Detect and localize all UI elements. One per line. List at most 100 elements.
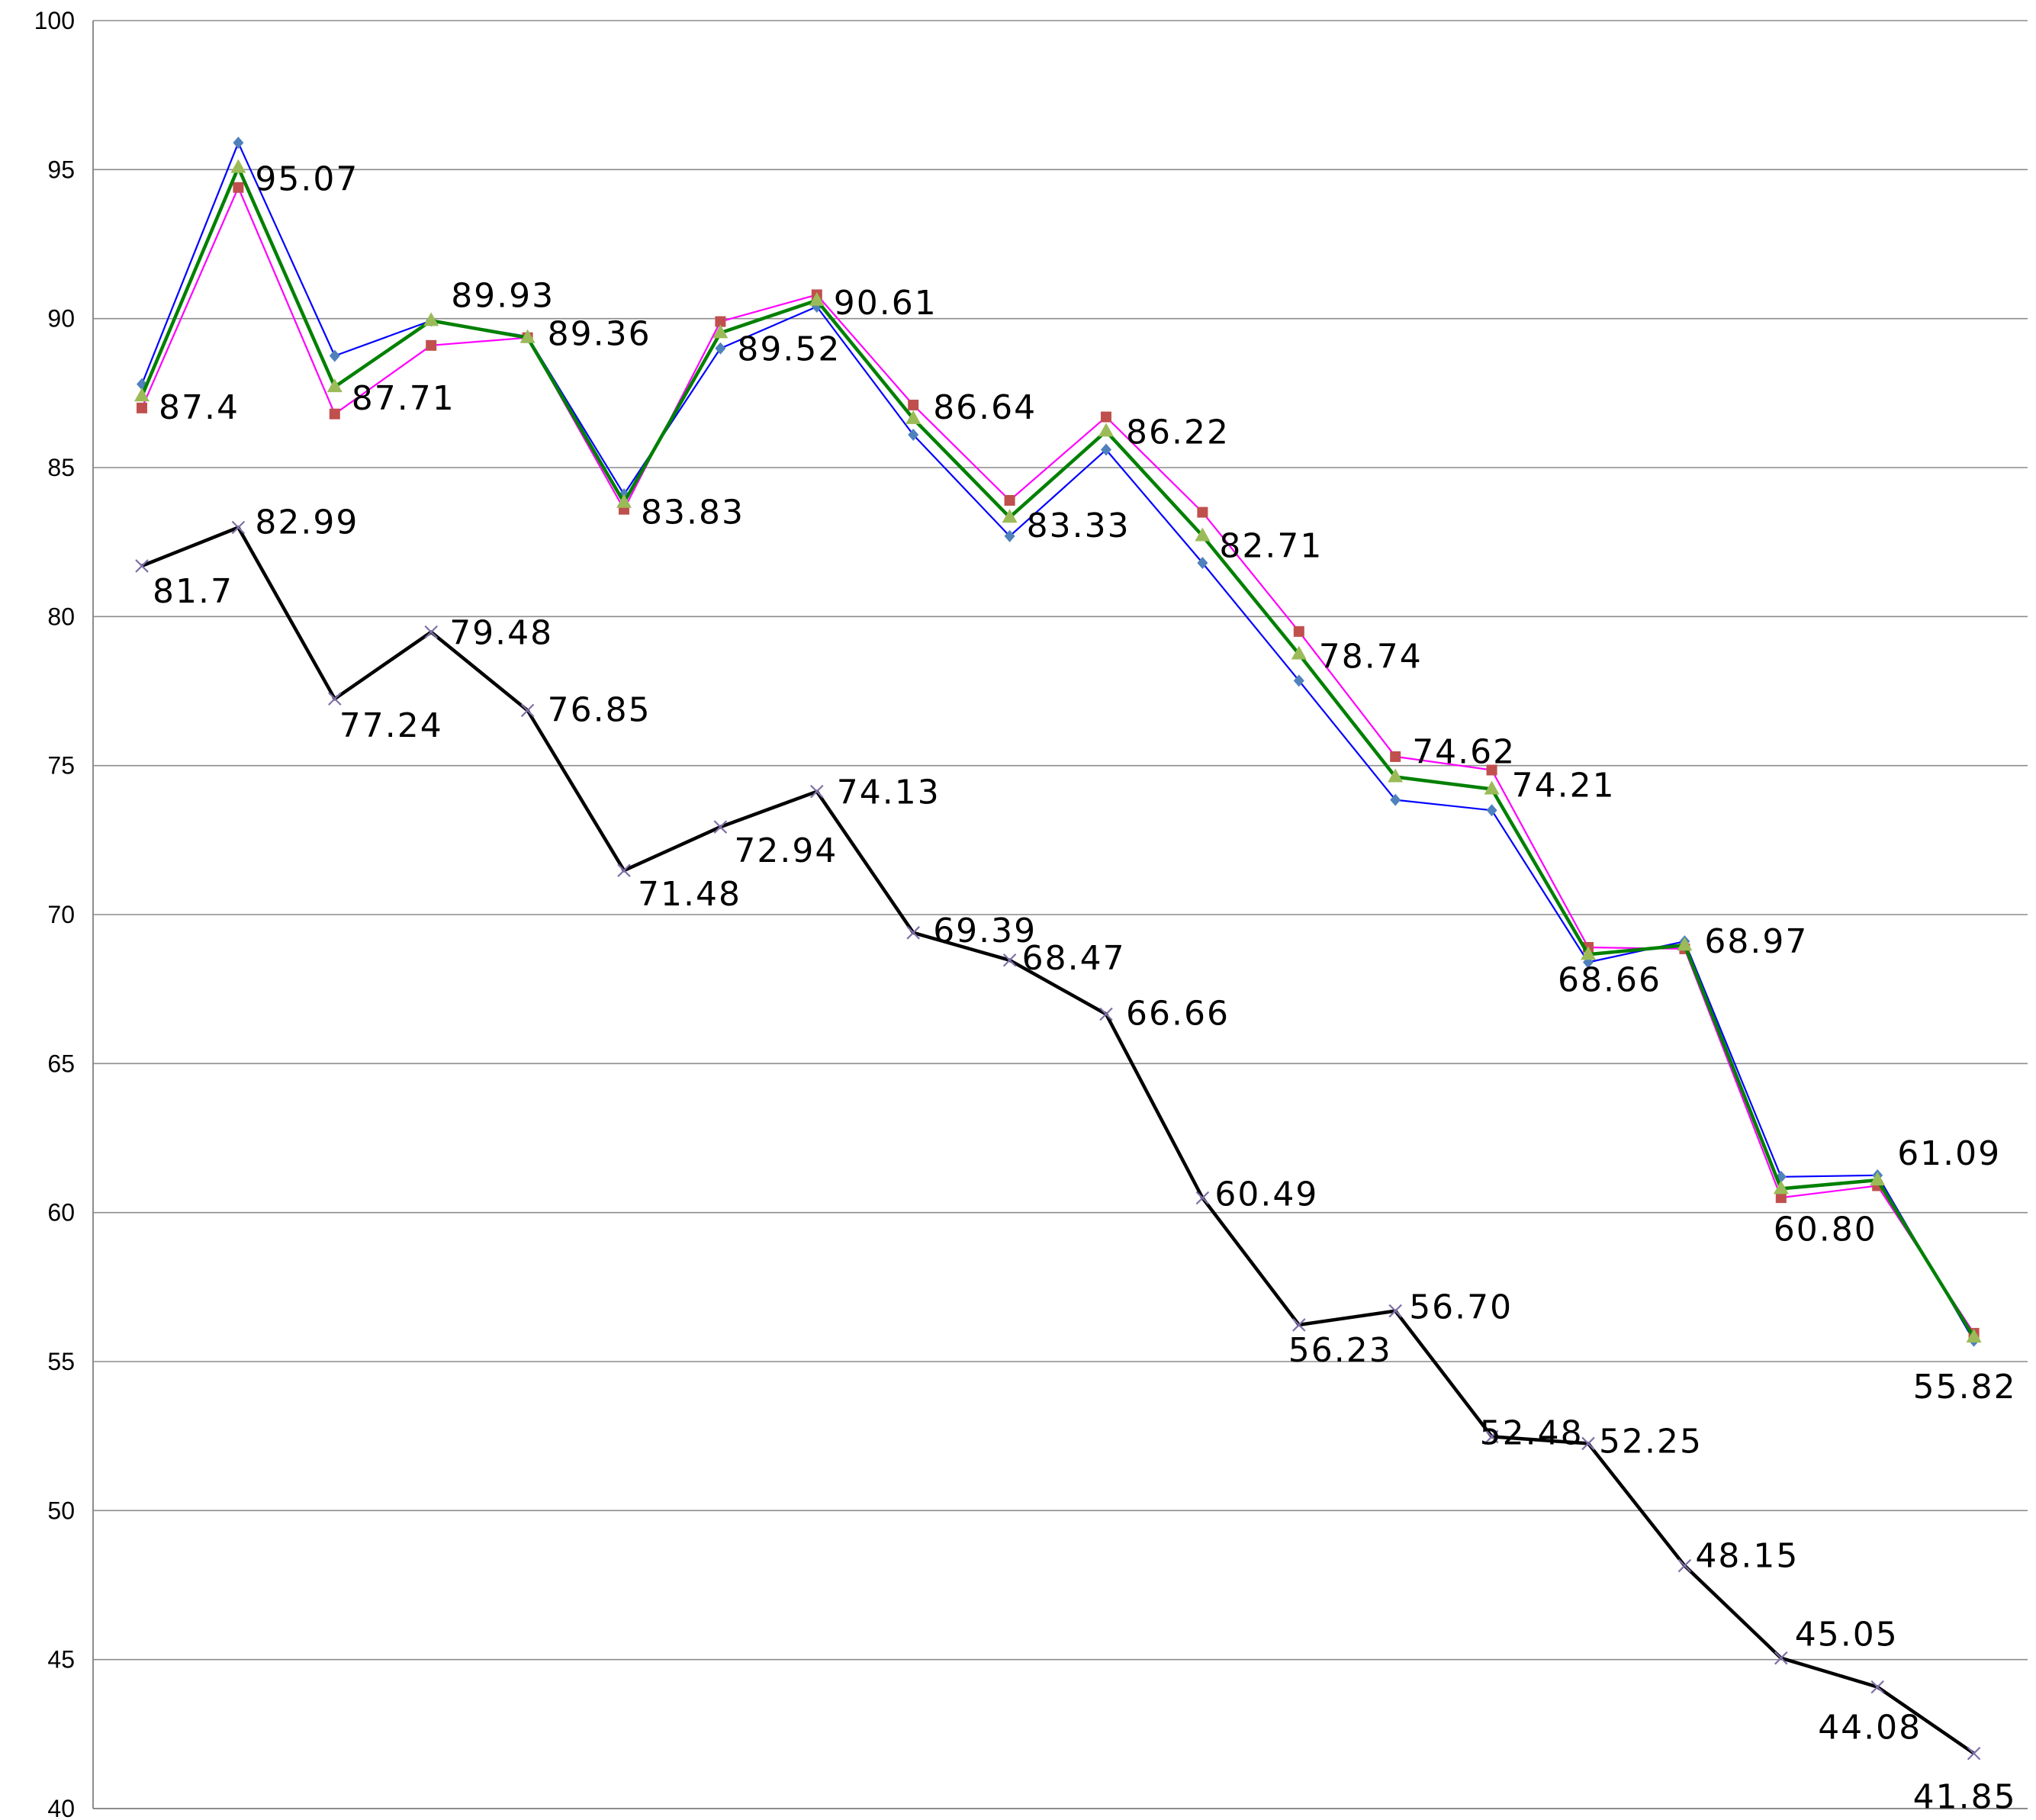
data-point <box>231 520 246 535</box>
data-point <box>1677 937 1693 951</box>
data-label: 61.09 <box>1897 1134 2001 1173</box>
data-label: 79.48 <box>449 614 553 653</box>
y-tick-label: 80 <box>47 603 75 630</box>
data-point <box>134 387 150 402</box>
data-point <box>715 316 726 327</box>
data-label: 87.71 <box>352 379 455 418</box>
series-line-black <box>141 526 1975 1755</box>
data-point <box>1773 1180 1789 1195</box>
data-point <box>1197 557 1208 570</box>
data-label: 77.24 <box>339 706 443 745</box>
data-point <box>1390 793 1401 806</box>
data-label: 72.94 <box>734 831 838 870</box>
data-point <box>326 378 343 393</box>
y-tick-label: 75 <box>47 752 75 780</box>
data-point <box>1581 946 1596 960</box>
y-tick-label: 65 <box>47 1050 75 1077</box>
series-green <box>134 159 1982 1342</box>
series-black <box>135 520 1981 1761</box>
data-point <box>1293 625 1304 637</box>
data-point <box>1292 1318 1306 1332</box>
data-point <box>908 399 919 410</box>
data-point <box>1484 1429 1499 1444</box>
data-label: 86.22 <box>1126 413 1230 452</box>
data-point <box>1486 804 1497 817</box>
data-label: 90.61 <box>834 284 938 323</box>
data-point <box>520 703 535 718</box>
y-tick-label: 70 <box>47 901 75 928</box>
data-label: 52.25 <box>1599 1422 1703 1461</box>
data-point <box>1004 529 1015 542</box>
data-label: 74.62 <box>1412 733 1516 772</box>
data-point <box>715 342 726 355</box>
data-label: 68.66 <box>1558 960 1661 999</box>
data-point <box>713 820 728 834</box>
data-label: 83.83 <box>641 494 745 532</box>
data-label: 82.99 <box>255 503 359 542</box>
data-label: 86.64 <box>933 388 1037 427</box>
data-label: 55.82 <box>1913 1368 2017 1407</box>
data-point <box>1390 751 1401 762</box>
data-label: 68.47 <box>1022 939 1126 978</box>
data-point <box>1002 509 1018 523</box>
data-point <box>905 410 922 424</box>
data-point <box>1293 674 1304 687</box>
y-tick-label: 100 <box>34 7 75 34</box>
y-tick-label: 85 <box>47 454 75 481</box>
y-tick-label: 45 <box>47 1646 75 1674</box>
y-tick-label: 60 <box>47 1199 75 1227</box>
data-label: 66.66 <box>1126 994 1230 1033</box>
series-line-magenta <box>140 186 1975 1334</box>
data-label: 44.08 <box>1818 1709 1922 1748</box>
data-point <box>519 329 536 343</box>
data-point <box>1774 1651 1788 1665</box>
data-point <box>1101 443 1111 456</box>
data-point <box>1966 1328 1982 1342</box>
data-label: 69.39 <box>933 912 1037 950</box>
data-point <box>1004 494 1015 506</box>
data-point <box>1484 780 1500 795</box>
data-point <box>617 863 631 877</box>
series-line-green <box>140 166 1976 1339</box>
data-label: 45.05 <box>1795 1616 1899 1654</box>
data-label: 71.48 <box>638 875 741 914</box>
data-point <box>712 324 729 339</box>
data-point <box>1197 506 1208 518</box>
data-label: 87.4 <box>159 388 240 427</box>
data-point <box>1195 1191 1210 1205</box>
data-point <box>906 926 920 940</box>
data-label: 89.93 <box>451 276 555 315</box>
data-point <box>328 692 342 706</box>
data-point <box>1677 1558 1692 1573</box>
data-point <box>423 312 439 326</box>
y-tick-label: 50 <box>47 1497 75 1524</box>
data-point <box>810 784 824 799</box>
data-point <box>1195 527 1211 542</box>
data-point <box>1098 423 1114 437</box>
data-label: 56.70 <box>1409 1288 1513 1327</box>
data-point <box>329 408 340 420</box>
data-point <box>1388 1304 1402 1318</box>
data-point <box>329 349 340 362</box>
data-point <box>1581 1436 1595 1451</box>
data-point <box>616 494 632 508</box>
data-label: 60.80 <box>1774 1210 1877 1249</box>
data-label: 60.49 <box>1214 1175 1318 1214</box>
data-label: 95.07 <box>255 160 359 199</box>
data-label: 68.97 <box>1704 922 1808 961</box>
data-point <box>1775 1192 1787 1204</box>
data-point <box>1291 645 1307 660</box>
data-label: 74.13 <box>837 773 941 812</box>
data-label: 41.85 <box>1913 1778 2017 1817</box>
data-point <box>1388 768 1404 783</box>
data-point <box>908 429 919 442</box>
data-point <box>137 402 147 413</box>
data-point <box>230 159 246 173</box>
data-point <box>1486 764 1497 776</box>
data-label: 89.36 <box>548 315 651 354</box>
data-label: 52.48 <box>1480 1413 1584 1452</box>
data-point <box>809 291 825 306</box>
data-label: 78.74 <box>1319 638 1423 677</box>
